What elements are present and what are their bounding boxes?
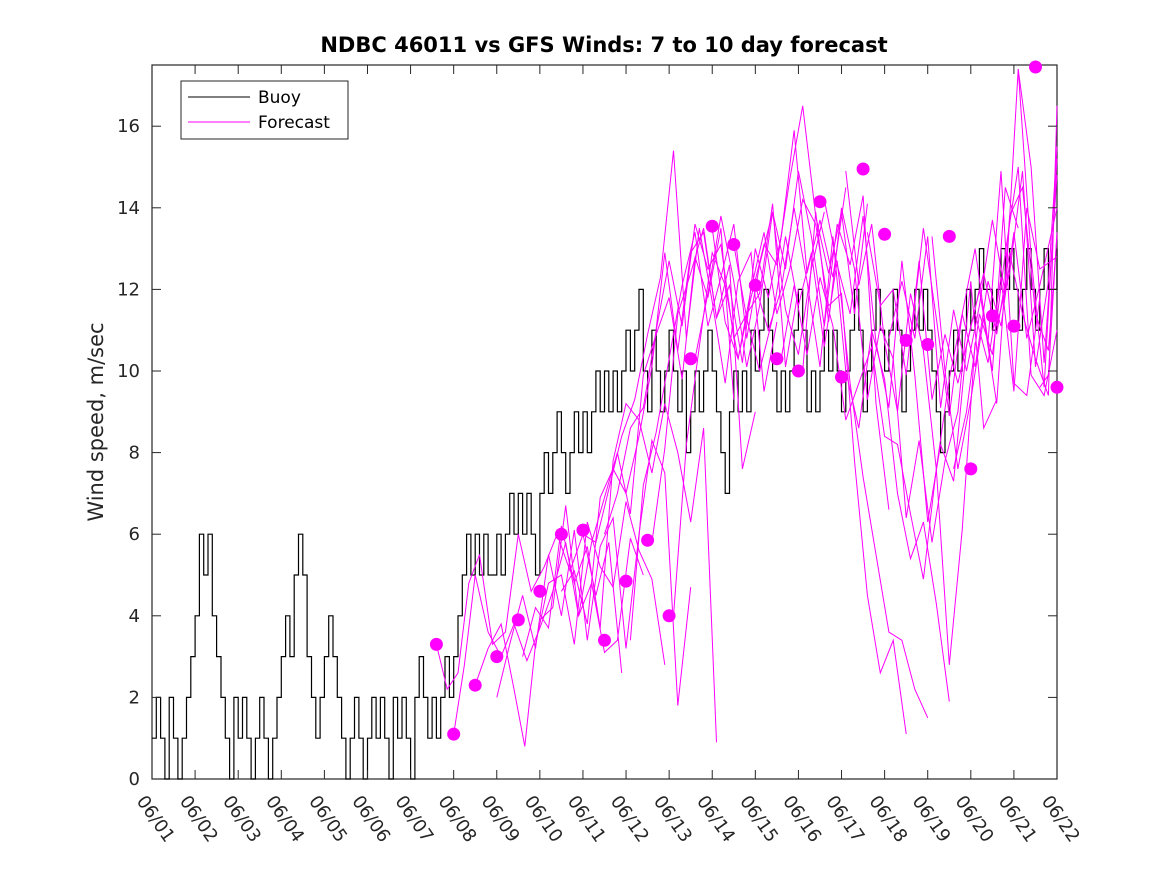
- forecast-marker-12: [662, 609, 676, 623]
- forecast-line-2: [453, 538, 644, 735]
- forecast-marker-7: [554, 527, 568, 541]
- forecast-marker-28: [1007, 319, 1021, 333]
- forecast-line-26: [974, 207, 1058, 392]
- plot-area: [151, 64, 1058, 780]
- forecast-line-27: [996, 146, 1058, 367]
- buoy-series: [152, 248, 1058, 780]
- forecast-marker-13: [684, 352, 698, 366]
- forecast-line-8: [582, 150, 778, 544]
- forecast-marker-3: [468, 678, 482, 692]
- forecast-marker-14: [705, 219, 719, 233]
- forecast-line-5: [522, 402, 717, 743]
- forecast-line-23: [910, 207, 1058, 416]
- forecast-marker-4: [490, 650, 504, 664]
- forecast-line-28: [1017, 69, 1058, 363]
- chart-title: NDBC 46011 vs GFS Winds: 7 to 10 day for…: [320, 33, 887, 57]
- y-tick-label: 16: [117, 116, 140, 137]
- y-tick-label: 4: [129, 606, 140, 627]
- y-axis-ticks: 0 2 4 6 8 10 12 14 16: [117, 116, 1057, 790]
- forecast-marker-18: [791, 364, 805, 378]
- y-tick-label: 10: [117, 361, 140, 382]
- forecast-marker-6: [533, 584, 547, 598]
- forecast-marker-2: [447, 727, 461, 741]
- forecast-line-1: [435, 532, 623, 691]
- forecast-line-7: [560, 230, 756, 625]
- y-tick-label: 2: [129, 687, 140, 708]
- forecast-marker-1: [429, 637, 443, 651]
- forecast-series: [435, 69, 1058, 747]
- forecast-marker-25: [942, 229, 956, 243]
- forecast-marker-23: [899, 333, 913, 347]
- forecast-marker-24: [921, 338, 935, 351]
- forecast-marker-19: [813, 195, 827, 209]
- legend-forecast-label: Forecast: [258, 113, 330, 133]
- forecast-marker-20: [835, 370, 848, 384]
- legend-box: [180, 80, 349, 140]
- forecast-line-14: [711, 198, 907, 735]
- forecast-marker-17: [770, 352, 784, 366]
- forecast-line-29: [1039, 232, 1058, 388]
- forecast-marker-15: [727, 238, 741, 251]
- forecast-marker-22: [878, 227, 892, 241]
- forecast-line-3: [474, 501, 666, 747]
- forecast-marker-27: [985, 309, 999, 323]
- forecast-marker-21: [856, 162, 870, 176]
- y-tick-label: 14: [117, 198, 140, 219]
- forecast-line-25: [953, 166, 1058, 470]
- legend-buoy-label: Buoy: [258, 88, 301, 108]
- y-tick-label: 12: [117, 279, 140, 300]
- forecast-marker-30: [1050, 380, 1064, 394]
- forecast-line-24: [931, 185, 1058, 469]
- forecast-marker-9: [598, 633, 611, 647]
- forecast-line-16: [754, 207, 950, 702]
- legend: Buoy Forecast: [180, 80, 349, 140]
- buoy-line: [152, 248, 1058, 780]
- forecast-marker-5: [511, 613, 525, 627]
- y-axis-label: Wind speed, m/sec: [84, 322, 108, 521]
- forecast-marker-29: [1029, 60, 1042, 74]
- y-tick-label: 0: [129, 769, 140, 790]
- forecast-markers: [429, 60, 1064, 741]
- y-tick-label: 8: [129, 443, 140, 464]
- forecast-marker-11: [641, 533, 655, 547]
- forecast-marker-16: [748, 278, 762, 292]
- forecast-line-4: [496, 438, 692, 706]
- y-tick-label: 6: [129, 524, 140, 545]
- forecast-line-17: [780, 277, 976, 665]
- forecast-marker-26: [964, 462, 978, 476]
- forecast-line-22: [888, 69, 1058, 408]
- forecast-marker-8: [576, 523, 590, 537]
- forecast-line-18: [802, 207, 998, 543]
- forecast-marker-10: [619, 574, 633, 588]
